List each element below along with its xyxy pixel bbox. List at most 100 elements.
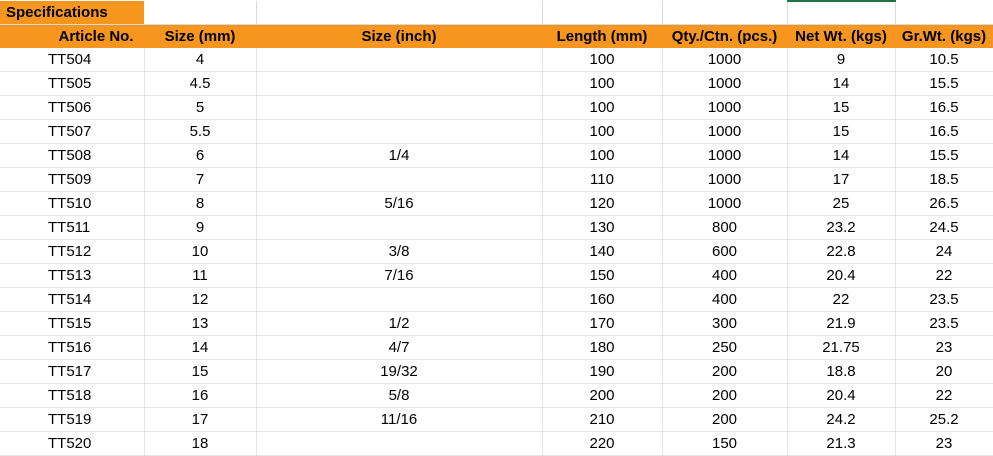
cell-article-no[interactable]: TT506 (0, 95, 145, 120)
cell-gross-weight[interactable]: 25.2 (895, 407, 993, 432)
cell-size-inch[interactable] (256, 431, 543, 456)
cell-qty-per-carton[interactable]: 600 (662, 239, 788, 264)
cell-length-mm[interactable]: 180 (542, 335, 663, 360)
selected-cell-edge[interactable] (787, 0, 896, 25)
cell-net-weight[interactable]: 22.8 (787, 239, 896, 264)
header-gross-weight[interactable]: Gr.Wt. (kgs) (895, 24, 993, 48)
cell-length-mm[interactable]: 100 (542, 71, 663, 96)
cell-size-inch[interactable] (256, 95, 543, 120)
cell-length-mm[interactable]: 130 (542, 215, 663, 240)
cell-qty-per-carton[interactable]: 200 (662, 407, 788, 432)
cell-gross-weight[interactable]: 23 (895, 335, 993, 360)
cell-net-weight[interactable]: 20.4 (787, 383, 896, 408)
cell-size-mm[interactable]: 6 (144, 143, 257, 168)
cell-length-mm[interactable]: 110 (542, 167, 663, 192)
cell-length-mm[interactable]: 140 (542, 239, 663, 264)
cell-article-no[interactable]: TT510 (0, 191, 145, 216)
cell-size-inch[interactable]: 19/32 (256, 359, 543, 384)
cell-size-inch[interactable]: 7/16 (256, 263, 543, 288)
cell-qty-per-carton[interactable]: 1000 (662, 48, 788, 72)
cell-length-mm[interactable]: 100 (542, 143, 663, 168)
cell-net-weight[interactable]: 21.75 (787, 335, 896, 360)
cell-article-no[interactable]: TT504 (0, 48, 145, 72)
cell-length-mm[interactable]: 100 (542, 119, 663, 144)
cell-article-no[interactable]: TT511 (0, 215, 145, 240)
cell-article-no[interactable]: TT516 (0, 335, 145, 360)
cell-qty-per-carton[interactable]: 400 (662, 287, 788, 312)
cell-size-mm[interactable]: 13 (144, 311, 257, 336)
cell-size-mm[interactable]: 14 (144, 335, 257, 360)
cell-qty-per-carton[interactable]: 1000 (662, 143, 788, 168)
cell-gross-weight[interactable]: 22 (895, 263, 993, 288)
header-net-weight[interactable]: Net Wt. (kgs) (787, 24, 896, 48)
cell-gross-weight[interactable]: 23 (895, 431, 993, 456)
cell-size-mm[interactable]: 16 (144, 383, 257, 408)
header-size-mm[interactable]: Size (mm) (144, 24, 257, 48)
cell-gross-weight[interactable]: 23.5 (895, 287, 993, 312)
cell-length-mm[interactable]: 170 (542, 311, 663, 336)
cell-net-weight[interactable]: 21.9 (787, 311, 896, 336)
cell-article-no[interactable]: TT515 (0, 311, 145, 336)
cell-article-no[interactable]: TT508 (0, 143, 145, 168)
cell-size-mm[interactable]: 17 (144, 407, 257, 432)
cell-article-no[interactable]: TT518 (0, 383, 145, 408)
empty-cell[interactable] (662, 1, 788, 25)
cell-size-mm[interactable]: 18 (144, 431, 257, 456)
cell-qty-per-carton[interactable]: 1000 (662, 119, 788, 144)
cell-net-weight[interactable]: 14 (787, 71, 896, 96)
cell-net-weight[interactable]: 9 (787, 48, 896, 72)
cell-article-no[interactable]: TT509 (0, 167, 145, 192)
cell-article-no[interactable]: TT520 (0, 431, 145, 456)
header-size-inch[interactable]: Size (inch) (256, 24, 543, 48)
cell-gross-weight[interactable]: 16.5 (895, 119, 993, 144)
cell-size-inch[interactable] (256, 167, 543, 192)
cell-qty-per-carton[interactable]: 1000 (662, 95, 788, 120)
cell-size-mm[interactable]: 4 (144, 48, 257, 72)
cell-gross-weight[interactable]: 22 (895, 383, 993, 408)
cell-size-inch[interactable] (256, 48, 543, 72)
cell-size-inch[interactable] (256, 71, 543, 96)
cell-article-no[interactable]: TT514 (0, 287, 145, 312)
empty-cell[interactable] (895, 1, 993, 25)
cell-size-mm[interactable]: 5 (144, 95, 257, 120)
cell-size-mm[interactable]: 8 (144, 191, 257, 216)
cell-length-mm[interactable]: 200 (542, 383, 663, 408)
header-article-no[interactable]: Article No. (0, 24, 145, 48)
cell-length-mm[interactable]: 100 (542, 95, 663, 120)
cell-size-inch[interactable] (256, 215, 543, 240)
cell-size-inch[interactable] (256, 119, 543, 144)
empty-cell[interactable] (542, 1, 663, 25)
cell-qty-per-carton[interactable]: 400 (662, 263, 788, 288)
cell-size-mm[interactable]: 15 (144, 359, 257, 384)
cell-net-weight[interactable]: 20.4 (787, 263, 896, 288)
cell-qty-per-carton[interactable]: 200 (662, 383, 788, 408)
cell-length-mm[interactable]: 190 (542, 359, 663, 384)
cell-qty-per-carton[interactable]: 250 (662, 335, 788, 360)
specifications-label-cell[interactable]: Specifications (0, 1, 144, 25)
cell-gross-weight[interactable]: 10.5 (895, 48, 993, 72)
cell-length-mm[interactable]: 100 (542, 48, 663, 72)
cell-gross-weight[interactable]: 26.5 (895, 191, 993, 216)
empty-cell[interactable] (144, 1, 257, 25)
cell-qty-per-carton[interactable]: 1000 (662, 167, 788, 192)
cell-gross-weight[interactable]: 15.5 (895, 143, 993, 168)
cell-size-inch[interactable]: 5/16 (256, 191, 543, 216)
cell-size-mm[interactable]: 11 (144, 263, 257, 288)
cell-article-no[interactable]: TT513 (0, 263, 145, 288)
header-length-mm[interactable]: Length (mm) (542, 24, 663, 48)
cell-size-inch[interactable]: 5/8 (256, 383, 543, 408)
cell-size-inch[interactable] (256, 287, 543, 312)
cell-size-mm[interactable]: 9 (144, 215, 257, 240)
cell-gross-weight[interactable]: 20 (895, 359, 993, 384)
cell-qty-per-carton[interactable]: 1000 (662, 71, 788, 96)
cell-length-mm[interactable]: 220 (542, 431, 663, 456)
cell-net-weight[interactable]: 15 (787, 119, 896, 144)
cell-net-weight[interactable]: 17 (787, 167, 896, 192)
cell-size-mm[interactable]: 4.5 (144, 71, 257, 96)
cell-gross-weight[interactable]: 15.5 (895, 71, 993, 96)
cell-size-mm[interactable]: 5.5 (144, 119, 257, 144)
cell-article-no[interactable]: TT507 (0, 119, 145, 144)
cell-size-mm[interactable]: 10 (144, 239, 257, 264)
cell-length-mm[interactable]: 160 (542, 287, 663, 312)
cell-qty-per-carton[interactable]: 300 (662, 311, 788, 336)
